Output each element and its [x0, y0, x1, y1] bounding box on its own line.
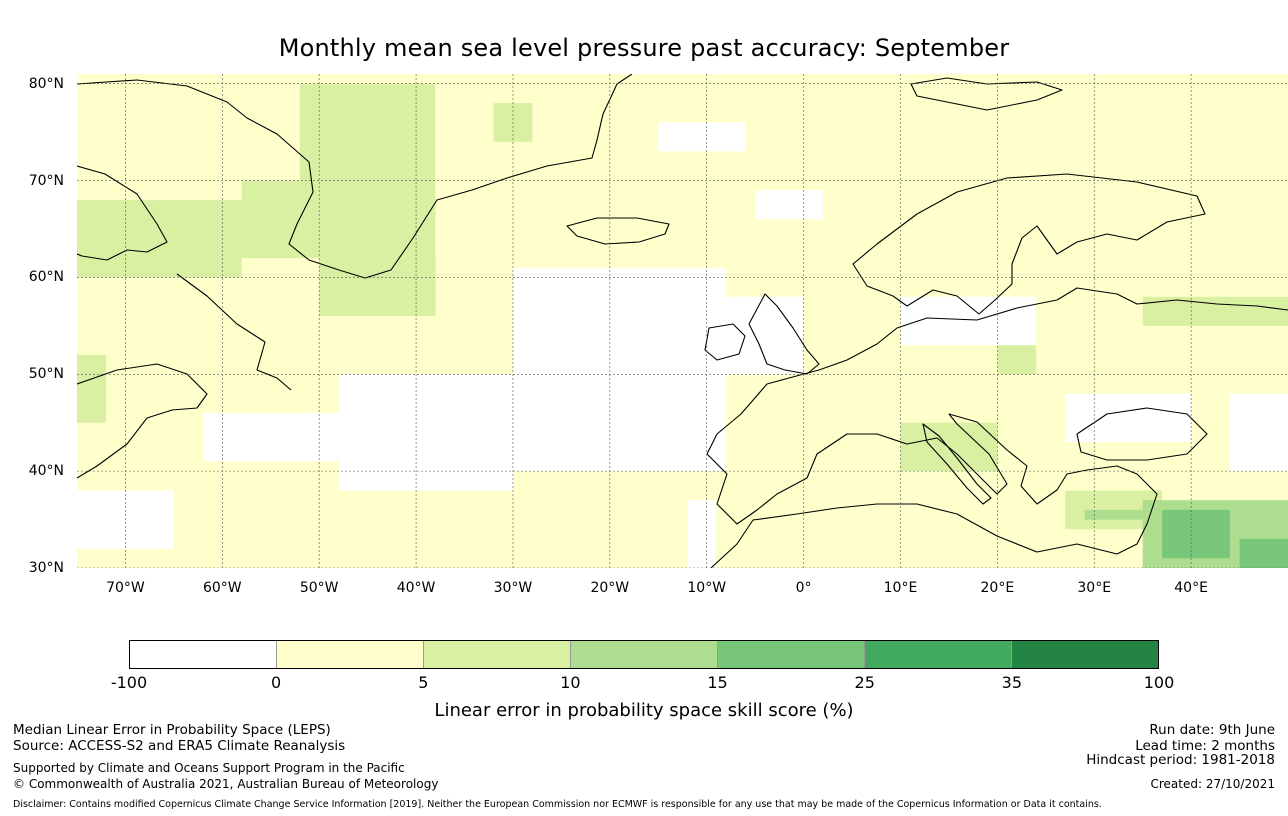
colorbar-tick-label: 5 [418, 673, 429, 692]
footer-source: Source: ACCESS-S2 and ERA5 Climate Reana… [13, 738, 346, 754]
longitude-label: 20°E [980, 580, 1015, 596]
coastlines [77, 74, 1288, 568]
longitude-label: 10°W [687, 580, 727, 596]
skill-region-13 [241, 180, 300, 258]
iceland-coast [566, 217, 670, 245]
scandinavia-coast [852, 173, 1206, 315]
skill-region-14 [77, 199, 242, 278]
colorbar-segment [865, 641, 1012, 668]
north-america-coast [77, 165, 292, 479]
footer-method: Median Linear Error in Probability Space… [13, 722, 331, 738]
colorbar-segment [571, 641, 718, 668]
europe-coast [706, 287, 1288, 568]
skill-region-15 [319, 258, 436, 317]
skill-region-8 [1065, 393, 1192, 442]
skill-region-4 [726, 296, 804, 375]
skill-map [77, 74, 1288, 568]
longitude-label: 40°W [396, 580, 436, 596]
longitude-label: 60°W [202, 580, 242, 596]
map-title: Monthly mean sea level pressure past acc… [278, 34, 1010, 62]
footer-support: Supported by Climate and Oceans Support … [13, 761, 405, 775]
skill-region-12 [299, 83, 436, 259]
colorbar-tick-label: -100 [110, 673, 148, 692]
footer-copyright: © Commonwealth of Australia 2021, Austra… [13, 777, 439, 791]
colorbar-tick-label: 0 [271, 673, 282, 692]
footer-created: Created: 27/10/2021 [1150, 777, 1275, 791]
footer-lead-time: Lead time: 2 months [1135, 738, 1275, 754]
ireland-coast [704, 323, 746, 361]
colorbar-tick-label: 35 [1001, 673, 1023, 692]
footer-run-date: Run date: 9th June [1149, 722, 1275, 738]
colorbar-segment [1012, 641, 1158, 668]
longitude-label: 70°W [106, 580, 145, 596]
skill-region-2 [338, 374, 513, 491]
skill-region-10 [755, 190, 823, 220]
skill-region-11 [1229, 393, 1288, 472]
skill-region-17 [997, 345, 1037, 375]
skill-region-25 [1239, 538, 1288, 568]
colorbar-tick-label: 25 [854, 673, 875, 692]
skill-region-1 [513, 267, 727, 472]
longitude-label: 10°E [883, 580, 918, 596]
skill-region-23 [1084, 509, 1143, 520]
latitude-label: 80°N [28, 75, 64, 92]
latitude-label: 70°N [28, 172, 64, 189]
latitude-label: 30°N [28, 560, 64, 576]
colorbar-label: Linear error in probability space skill … [434, 700, 854, 721]
colorbar-segment [424, 641, 571, 668]
colorbar-tick-label: 100 [1143, 673, 1175, 692]
longitude-label: 20°W [590, 580, 630, 596]
colorbar [129, 640, 1159, 669]
footer-hindcast: Hindcast period: 1981-2018 [1086, 752, 1275, 768]
skill-regions [77, 74, 1288, 568]
longitude-label: 50°W [299, 580, 339, 596]
italy-coast [922, 423, 992, 505]
graticule [77, 74, 1288, 568]
latitude-label: 40°N [28, 463, 64, 480]
colorbar-tick-label: 15 [707, 673, 728, 692]
colorbar-segment [277, 641, 424, 668]
colorbar-segment [718, 641, 865, 668]
map-canvas [77, 74, 1288, 568]
colorbar-segment [130, 641, 277, 668]
longitude-label: 0° [795, 580, 812, 596]
latitude-label: 50°N [28, 366, 64, 383]
skill-region-3 [202, 413, 339, 462]
longitude-label: 30°E [1077, 580, 1112, 596]
disclaimer: Disclaimer: Contains modified Copernicus… [13, 799, 1102, 810]
colorbar-tick-label: 10 [560, 673, 581, 692]
longitude-label: 30°W [493, 580, 533, 596]
skill-region-16 [77, 354, 107, 423]
skill-region-20 [1142, 296, 1288, 326]
longitude-label: 40°E [1174, 580, 1208, 596]
skill-region-9 [658, 122, 746, 152]
skill-region-6 [687, 500, 717, 568]
svalbard-coast [910, 77, 1063, 111]
skill-region-24 [1162, 509, 1230, 559]
skill-region-7 [900, 296, 1037, 346]
latitude-label: 60°N [28, 269, 64, 286]
greenland-coast [77, 74, 633, 279]
